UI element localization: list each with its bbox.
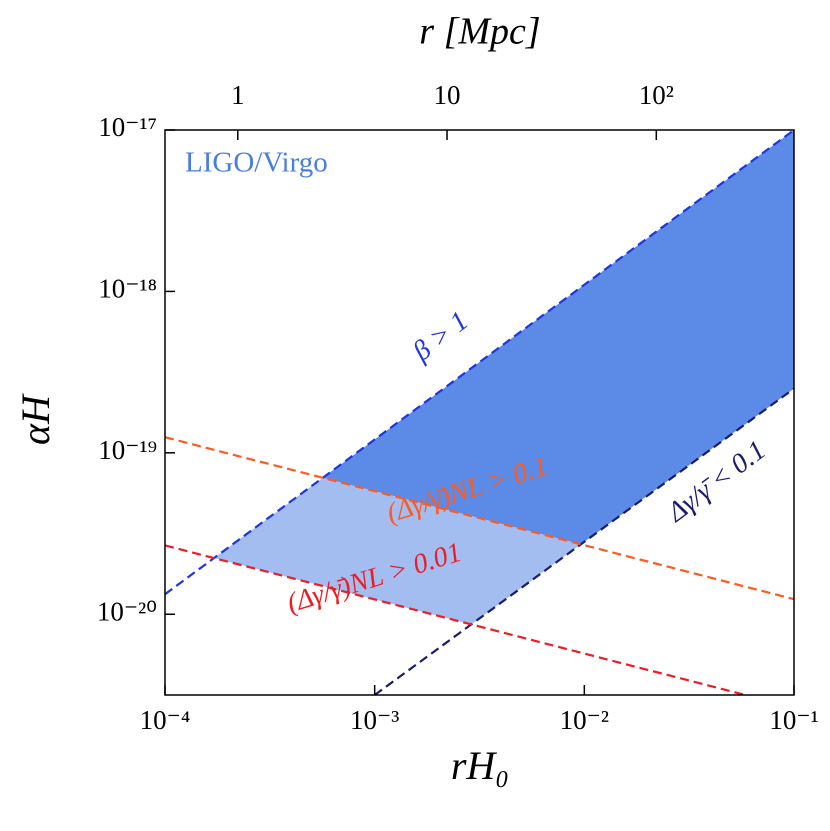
x-tick-label: 10⁻³ (350, 705, 399, 735)
x-tick-label: 10⁻² (560, 705, 609, 735)
series-label: β > 1 (406, 305, 474, 368)
x-tick-label: 10⁻⁴ (140, 705, 191, 735)
region (323, 130, 794, 545)
y-tick-label: 10⁻¹⁹ (98, 435, 157, 465)
x2-tick-label: 1 (231, 80, 245, 110)
region (215, 478, 581, 625)
plot-frame (164, 129, 795, 696)
series-line (374, 387, 794, 695)
x2-tick-label: 10² (639, 80, 674, 110)
x-axis-label: rH₀ (451, 743, 509, 788)
x-tick-label: 10⁻¹ (769, 705, 818, 735)
series-line (165, 544, 750, 695)
x2-tick-label: 10 (434, 80, 461, 110)
series-line (165, 436, 794, 601)
annotation: LIGO/Virgo (185, 147, 328, 179)
y-tick-label: 10⁻¹⁷ (98, 112, 157, 142)
y-tick-label: 10⁻²⁰ (97, 596, 157, 626)
y-tick-label: 10⁻¹⁸ (98, 274, 157, 304)
regions (215, 130, 794, 625)
lines (165, 130, 794, 695)
series-line (165, 130, 794, 596)
x2-axis-label: r [Mpc] (419, 11, 540, 53)
y-axis-label: αH (13, 393, 58, 445)
